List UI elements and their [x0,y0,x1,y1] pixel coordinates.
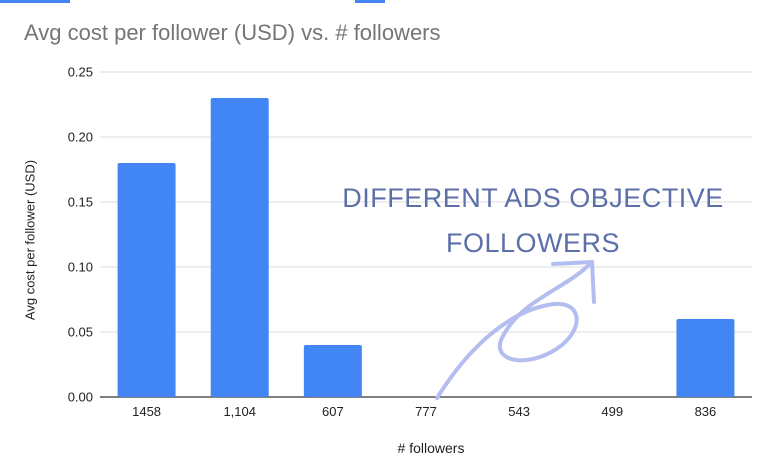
top-edge-decoration [355,0,385,3]
y-tick-label: 0.25 [68,65,93,80]
x-tick-label: 499 [601,404,623,419]
x-tick-labels: 1458 1,104 607 777 543 499 836 [132,404,716,419]
bar [303,345,362,397]
x-tick-label: 777 [415,404,437,419]
y-tick-label: 0.20 [68,130,93,145]
arrow-head-right-icon [590,260,596,304]
chart-title: Avg cost per follower (USD) vs. # follow… [24,20,441,45]
y-tick-labels: 0.00 0.05 0.10 0.15 0.20 0.25 [68,65,93,405]
annotation-arrow [435,260,596,400]
y-axis-label-text: Avg cost per follower (USD) [22,159,38,321]
annotation-text: DIFFERENT ADS OBJECTIVE FOLLOWERS [342,183,724,258]
y-tick-label: 0.15 [68,195,93,210]
bar [676,319,735,397]
y-tick-label: 0.10 [68,260,93,275]
top-edge-decoration [0,0,70,3]
bar [210,98,269,397]
gridlines [100,71,752,398]
x-axis-label: # followers [397,440,465,456]
bar [117,163,176,397]
y-tick-label: 0.05 [68,325,93,340]
x-tick-label: 1458 [132,404,161,419]
arrow-head-left-icon [551,260,594,266]
x-tick-label: 836 [695,404,717,419]
x-tick-label: 1,104 [223,404,256,419]
bars [117,98,735,397]
arrow-curve-icon [435,260,594,400]
x-tick-label: 543 [508,404,530,419]
x-tick-label: 607 [322,404,344,419]
y-tick-label: 0.00 [68,390,93,405]
